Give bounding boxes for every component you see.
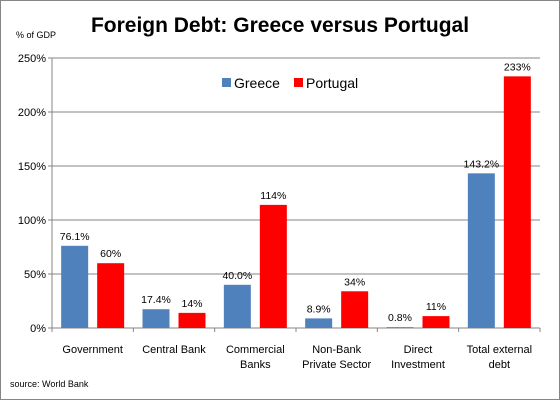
bar-greece bbox=[61, 245, 89, 328]
data-label: 14% bbox=[181, 298, 202, 310]
data-label: 60% bbox=[100, 248, 121, 260]
bar-portugal bbox=[341, 291, 369, 328]
data-label: 40.0% bbox=[222, 270, 252, 282]
category-label: Central Bank bbox=[142, 344, 206, 356]
data-label: 8.9% bbox=[307, 303, 331, 315]
category-label: Commercial Banks bbox=[226, 344, 285, 371]
data-label: 11% bbox=[426, 301, 446, 313]
legend-swatch-greece bbox=[222, 78, 231, 87]
y-tick-label: 0% bbox=[30, 323, 46, 335]
source-note: source: World Bank bbox=[10, 379, 89, 389]
y-axis-label: % of GDP bbox=[16, 30, 56, 40]
y-tick-label: 250% bbox=[18, 53, 46, 65]
bar-greece bbox=[467, 173, 495, 328]
chart-title: Foreign Debt: Greece versus Portugal bbox=[91, 14, 469, 37]
legend-label-portugal: Portugal bbox=[306, 75, 358, 91]
y-tick-label: 100% bbox=[18, 215, 46, 227]
category-label: Total external debt bbox=[467, 344, 532, 371]
data-label: 143.2% bbox=[464, 158, 500, 170]
bar-greece bbox=[223, 284, 251, 328]
x-axis-categories: Government Central Bank Commercial Banks Non… bbox=[51, 328, 541, 371]
bar-portugal bbox=[97, 263, 125, 328]
data-label: 76.1% bbox=[60, 231, 90, 243]
y-axis-ticks: 0% 50% 100% 150% 200% 250% bbox=[18, 53, 53, 335]
bar-greece bbox=[142, 309, 170, 328]
y-tick-label: 200% bbox=[18, 107, 46, 119]
category-label: Government bbox=[62, 344, 123, 356]
data-label: 34% bbox=[344, 276, 365, 288]
legend: Greece Portugal bbox=[222, 75, 358, 91]
legend-label-greece: Greece bbox=[234, 75, 280, 91]
data-label: 0.8% bbox=[388, 312, 412, 324]
data-label: 17.4% bbox=[141, 294, 171, 306]
bar-greece bbox=[305, 318, 333, 328]
y-tick-label: 50% bbox=[24, 269, 46, 281]
bar-portugal bbox=[259, 204, 287, 328]
bar-portugal bbox=[422, 316, 450, 328]
data-labels: 76.1% 60% 17.4% 14% 40.0% 114% 8.9% 34% 0.8% 11% 1… bbox=[60, 61, 531, 324]
bar-portugal bbox=[503, 76, 531, 328]
category-label: Direct Investment bbox=[391, 344, 445, 371]
y-tick-label: 150% bbox=[18, 161, 46, 173]
bar-series bbox=[61, 76, 531, 328]
data-label: 233% bbox=[504, 61, 531, 73]
data-label: 114% bbox=[260, 190, 286, 202]
gridlines bbox=[52, 57, 540, 329]
bar-greece bbox=[386, 327, 414, 328]
category-label: Non-Bank Private Sector bbox=[302, 344, 371, 371]
legend-swatch-portugal bbox=[294, 78, 303, 87]
bar-portugal bbox=[178, 312, 206, 328]
